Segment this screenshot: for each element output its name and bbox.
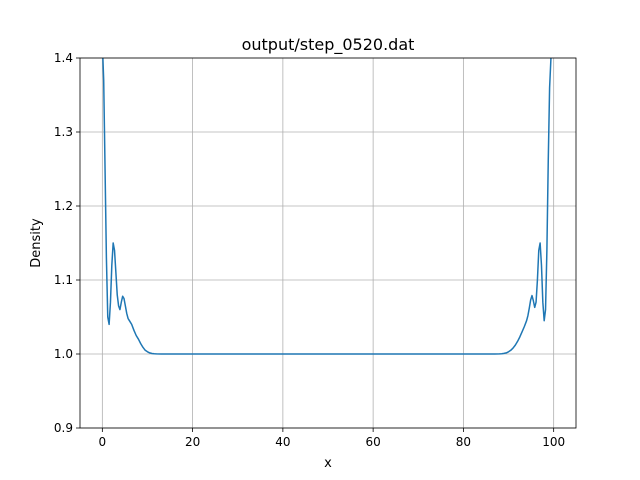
x-tick-label: 20 <box>185 435 200 449</box>
y-tick-label: 1.3 <box>54 125 73 139</box>
axes-frame <box>79 57 577 429</box>
density-series-line <box>102 58 552 355</box>
x-axis-label: x <box>324 456 332 471</box>
y-axis-label: Density <box>29 218 44 268</box>
y-tick-label: 1.2 <box>54 199 73 213</box>
y-tick-label: 1.4 <box>54 51 73 65</box>
grid <box>80 57 576 429</box>
y-tick-label: 1.0 <box>54 347 73 361</box>
x-axis-ticks: 0 20 40 60 80 100 <box>99 428 565 449</box>
y-axis-ticks: 0.9 1.0 1.1 1.2 1.3 1.4 <box>54 51 80 435</box>
y-tick-label: 1.1 <box>54 273 73 287</box>
x-tick-label: 80 <box>456 435 471 449</box>
chart-title: output/step_0520.dat <box>242 35 415 55</box>
x-tick-label: 60 <box>365 435 380 449</box>
plot-area <box>102 58 552 355</box>
x-tick-label: 0 <box>99 435 107 449</box>
x-tick-label: 40 <box>275 435 290 449</box>
x-tick-label: 100 <box>542 435 565 449</box>
y-tick-label: 0.9 <box>54 421 73 435</box>
